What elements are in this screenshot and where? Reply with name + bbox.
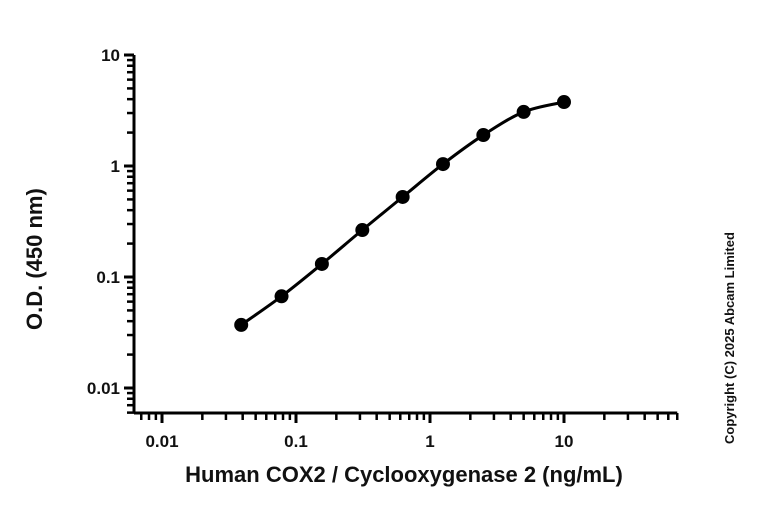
data-point — [435, 157, 450, 172]
data-point — [355, 223, 370, 238]
fit-curve — [240, 100, 565, 327]
x-tick-label: 10 — [555, 432, 574, 451]
data-point — [557, 95, 571, 110]
x-tick-label: 1 — [425, 432, 434, 451]
y-tick-label: 0.1 — [96, 268, 120, 287]
y-tick-label: 10 — [101, 46, 120, 65]
x-tick-label: 0.1 — [284, 432, 308, 451]
copyright-notice: Copyright (C) 2025 Abcam Limited — [722, 232, 737, 444]
data-point — [395, 189, 410, 204]
data-point — [314, 256, 329, 271]
data-point — [274, 289, 289, 304]
data-point — [234, 317, 249, 332]
data-point — [476, 128, 491, 143]
x-tick-label: 0.01 — [145, 432, 178, 451]
y-tick-label: 1 — [111, 157, 120, 176]
x-axis-label: Human COX2 / Cyclooxygenase 2 (ng/mL) — [185, 462, 623, 487]
data-point — [516, 104, 531, 119]
y-axis-label: O.D. (450 nm) — [22, 188, 47, 330]
y-tick-label: 0.01 — [87, 379, 120, 398]
